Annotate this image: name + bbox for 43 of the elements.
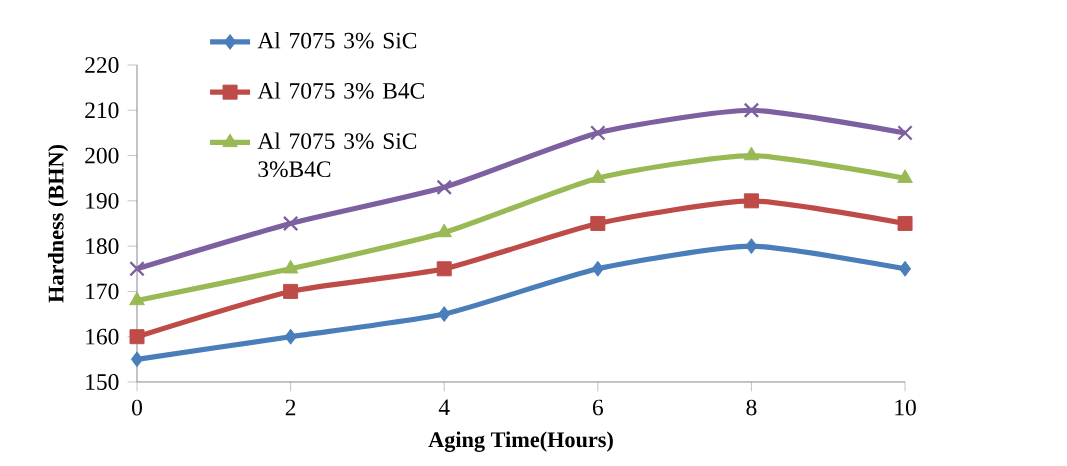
y-tick-label: 200 [85, 147, 119, 164]
point [282, 215, 299, 232]
y-axis-title: Hardness (BHN) [47, 145, 69, 303]
y-tick-label: 210 [85, 102, 119, 119]
point [743, 193, 759, 209]
x-axis-title: Aging Time(Hours) [428, 431, 613, 452]
y-tick-label: 160 [86, 328, 119, 345]
point [743, 146, 760, 161]
y-tick-label: 150 [86, 374, 119, 390]
point [284, 328, 297, 345]
point [436, 261, 452, 277]
point [745, 238, 758, 255]
point [436, 179, 453, 196]
x-tick-label: 6 [592, 399, 603, 416]
point [283, 283, 299, 299]
point [436, 223, 452, 238]
point [898, 260, 912, 277]
point [129, 329, 145, 345]
y-tick-label: 190 [86, 192, 119, 209]
point [130, 351, 144, 368]
y-tick-label: 220 [85, 57, 119, 73]
x-tick-label: 2 [285, 399, 296, 416]
point [438, 306, 451, 323]
x-tick-label: 8 [746, 399, 757, 416]
y-tick-label: 180 [86, 238, 119, 255]
point [897, 169, 913, 183]
legend-label: Al 7075 3% SiC [257, 32, 417, 49]
legend-label: Al 7075 3% B4C [257, 82, 424, 99]
x-tick-label: 0 [132, 399, 142, 416]
point [897, 215, 913, 231]
point [129, 291, 145, 306]
point [590, 215, 606, 231]
point [897, 125, 913, 141]
legend-label: Al 7075 3% SiC 3%B4C [257, 132, 417, 178]
point [590, 169, 606, 183]
x-tick-label: 4 [438, 399, 450, 416]
point [591, 260, 604, 277]
point [743, 102, 760, 119]
point [129, 260, 145, 277]
point [282, 259, 299, 274]
point [590, 125, 606, 141]
y-tick-label: 170 [86, 283, 119, 300]
x-tick-label: 10 [895, 399, 916, 416]
